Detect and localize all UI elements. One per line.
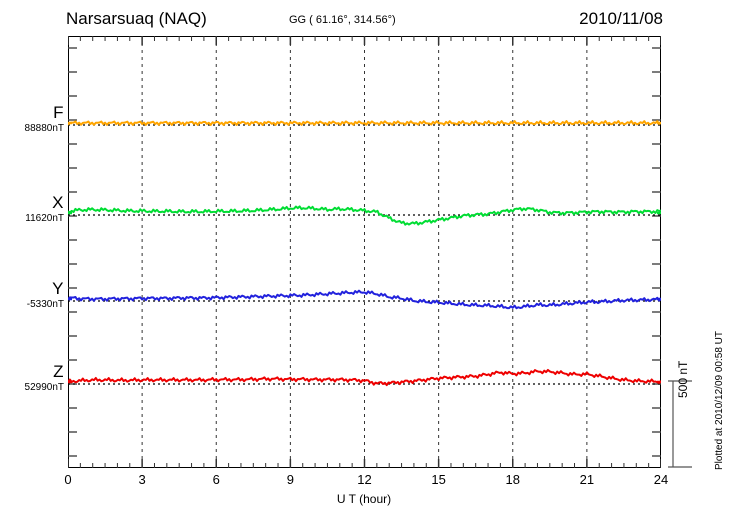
station-title: Narsarsuaq (NAQ) bbox=[66, 9, 207, 28]
component-label-f: F 88880nT bbox=[2, 104, 64, 134]
x-tick-label-24: 24 bbox=[653, 472, 669, 487]
component-letter-z: Z bbox=[53, 362, 64, 381]
scale-bar bbox=[668, 380, 692, 468]
component-letter-f: F bbox=[53, 103, 64, 122]
x-tick-label-18: 18 bbox=[505, 472, 520, 487]
x-tick-label-15: 15 bbox=[431, 472, 446, 487]
component-letter-x: X bbox=[52, 193, 64, 212]
x-tick-label-21: 21 bbox=[579, 472, 595, 487]
plotted-at-caption: Plotted at 2010/12/09 00:58 UT bbox=[714, 331, 725, 470]
component-baseline-z: 52990nT bbox=[24, 382, 64, 393]
component-baseline-x: 11620nT bbox=[25, 213, 64, 224]
component-label-x: X 11620nT bbox=[2, 194, 64, 224]
component-label-z: Z 52990nT bbox=[2, 363, 64, 393]
component-letter-y: Y bbox=[52, 279, 64, 298]
component-baseline-y: -5330nT bbox=[26, 299, 64, 310]
x-tick-label-12: 12 bbox=[357, 472, 372, 487]
x-tick-label-3: 3 bbox=[138, 472, 146, 487]
x-tick-label-9: 9 bbox=[286, 472, 294, 487]
x-axis-title: U T (hour) bbox=[336, 492, 392, 506]
observation-date: 2010/11/08 bbox=[579, 9, 663, 28]
x-tick-label-6: 6 bbox=[212, 472, 220, 487]
magnetogram-traces bbox=[68, 36, 661, 468]
component-label-y: Y -5330nT bbox=[2, 280, 64, 310]
scale-bar-label: 500 nT bbox=[676, 360, 690, 398]
x-tick-label-0: 0 bbox=[64, 472, 72, 487]
component-baseline-f: 88880nT bbox=[24, 123, 64, 134]
geographic-coordinates: GG ( 61.16°, 314.56°) bbox=[289, 14, 396, 26]
